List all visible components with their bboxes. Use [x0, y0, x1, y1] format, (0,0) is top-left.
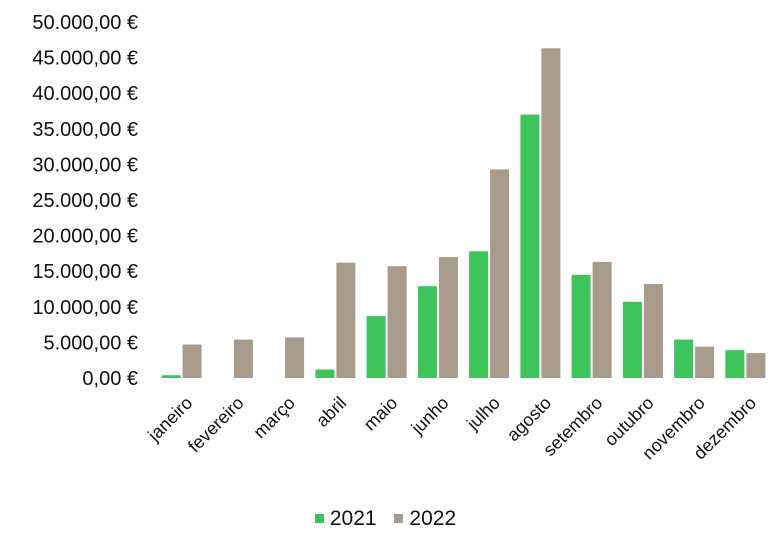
legend-label-2022: 2022 — [409, 506, 457, 530]
bar-2022-outubro — [643, 284, 663, 378]
bar-2021-julho — [469, 251, 489, 378]
legend-swatch-2022 — [394, 514, 404, 523]
legend: 2021 2022 — [0, 505, 771, 531]
x-tick-label: julho — [462, 393, 504, 435]
y-tick-label: 0,00 € — [82, 368, 138, 390]
bar-2021-dezembro — [725, 350, 745, 378]
bar-2022-dezembro — [746, 353, 766, 378]
bar-2022-setembro — [592, 261, 612, 378]
bar-2022-março — [285, 337, 305, 378]
bar-2021-outubro — [622, 301, 642, 378]
x-tick-label: fevereiro — [184, 393, 248, 457]
legend-label-2021: 2021 — [329, 506, 377, 530]
bar-2022-julho — [490, 169, 510, 378]
x-tick-label: março — [249, 393, 299, 443]
y-tick-label: 30.000,00 € — [32, 154, 138, 176]
x-tick-label: abril — [312, 393, 350, 431]
bar-2022-agosto — [541, 48, 561, 379]
bar-2022-janeiro — [182, 344, 202, 378]
bar-2021-novembro — [674, 339, 694, 378]
y-tick-label: 45.000,00 € — [32, 48, 138, 70]
y-tick-label: 25.000,00 € — [32, 190, 138, 212]
legend-entry-2021: 2021 — [314, 506, 377, 531]
bar-2022-junho — [438, 257, 458, 378]
bar-2022-abril — [336, 262, 356, 378]
bars — [161, 48, 766, 379]
y-tick-label: 20.000,00 € — [32, 226, 138, 248]
bar-2021-abril — [315, 369, 335, 378]
y-tick-label: 40.000,00 € — [32, 83, 138, 105]
y-tick-label: 15.000,00 € — [32, 261, 138, 283]
bar-chart: 0,00 € 5.000,00 € 10.000,00 € 15.000,00 € 20… — [32, 12, 766, 464]
x-tick-label: junho — [407, 393, 453, 439]
legend-entry-2022: 2022 — [394, 507, 456, 531]
x-tick-label: maio — [360, 393, 402, 435]
legend-swatch-2021 — [314, 514, 324, 523]
y-tick-label: 35.000,00 € — [32, 119, 138, 141]
bar-2021-janeiro — [161, 375, 181, 378]
bar-2022-novembro — [695, 346, 715, 378]
bar-2022-maio — [387, 266, 407, 378]
y-tick-label: 5.000,00 € — [43, 332, 138, 354]
bar-2022-fevereiro — [233, 339, 253, 378]
bar-2021-junho — [417, 286, 437, 378]
bar-2021-setembro — [571, 274, 591, 378]
bar-2021-maio — [366, 316, 386, 378]
y-axis-ticks: 0,00 € 5.000,00 € 10.000,00 € 15.000,00 € 20… — [32, 12, 138, 390]
y-tick-label: 10.000,00 € — [32, 297, 138, 319]
y-tick-label: 50.000,00 € — [32, 12, 138, 34]
bar-2021-agosto — [520, 114, 540, 378]
